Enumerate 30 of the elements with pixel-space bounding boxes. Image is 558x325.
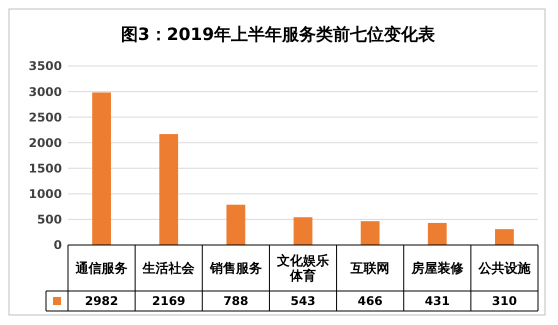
bar (92, 92, 111, 245)
data-label: 466 (358, 294, 383, 308)
y-tick-label: 500 (36, 212, 62, 227)
data-label: 2169 (152, 294, 186, 308)
chart-title: 图3：2019年上半年服务类前七位变化表 (120, 25, 436, 45)
x-tick-label: 销售服务 (208, 262, 262, 277)
data-label: 2982 (84, 294, 118, 308)
x-tick-label: 文化娱乐体育 (276, 253, 329, 284)
bar (226, 204, 246, 245)
x-tick-label: 房屋装修 (410, 260, 464, 277)
x-tick-label: 公共设施 (477, 260, 532, 277)
bar (428, 222, 447, 245)
bar (159, 134, 178, 245)
x-tick-label: 通信服务 (74, 260, 128, 277)
data-label: 788 (223, 294, 248, 308)
y-tick-label: 1500 (28, 161, 62, 176)
bar (495, 229, 514, 245)
bar (360, 221, 380, 245)
data-label: 310 (492, 294, 517, 308)
bar (294, 217, 312, 245)
y-tick-label: 2500 (28, 110, 62, 124)
y-tick-label: 0 (54, 238, 62, 252)
data-label: 431 (424, 294, 450, 308)
y-tick-label: 2000 (28, 136, 62, 150)
data-label: 543 (290, 294, 316, 308)
x-tick-label: 互联网 (350, 262, 390, 277)
y-tick-label: 1000 (28, 187, 62, 202)
x-tick-label: 生活社会 (142, 260, 196, 277)
y-tick-label: 3000 (28, 84, 62, 99)
y-tick-label: 3500 (28, 59, 62, 74)
